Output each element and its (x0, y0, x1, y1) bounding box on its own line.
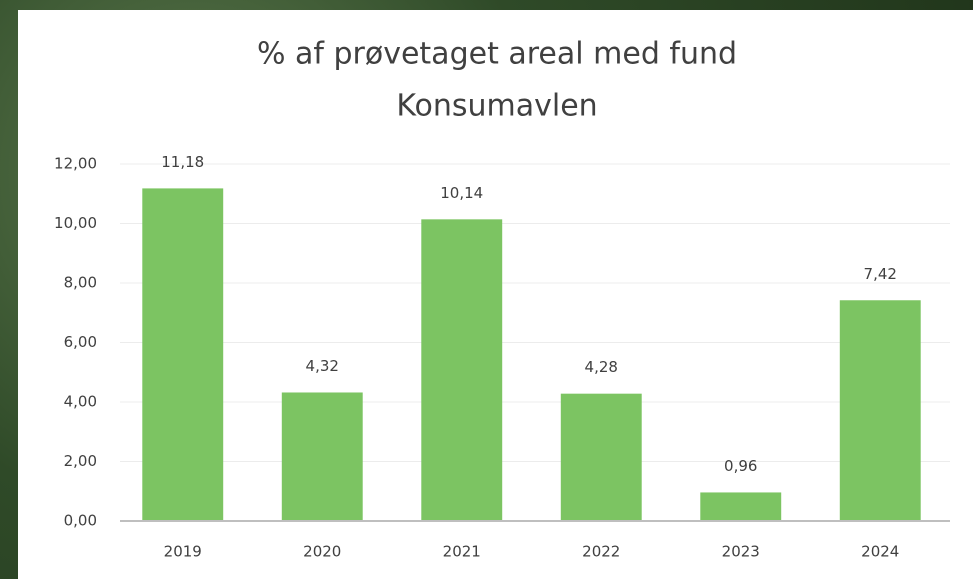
y-tick-label: 12,00 (54, 155, 97, 173)
data-label: 4,28 (585, 358, 618, 376)
bar (560, 393, 642, 521)
x-tick-label: 2020 (303, 543, 341, 561)
x-tick-label: 2024 (861, 543, 899, 561)
x-tick-label: 2019 (164, 543, 202, 561)
bar (142, 188, 224, 521)
chart-title: % af prøvetaget areal med fund (257, 37, 737, 72)
bar (700, 492, 782, 521)
data-label: 4,32 (306, 357, 339, 375)
bar (421, 219, 503, 521)
x-tick-label: 2021 (443, 543, 481, 561)
y-tick-label: 8,00 (64, 274, 97, 292)
y-tick-label: 6,00 (64, 333, 97, 351)
data-label: 10,14 (440, 184, 483, 202)
data-label: 11,18 (161, 153, 204, 171)
x-tick-label: 2022 (582, 543, 620, 561)
y-tick-label: 0,00 (64, 512, 97, 530)
data-label: 0,96 (724, 457, 757, 475)
chart-subtitle: Konsumavlen (396, 89, 597, 124)
x-tick-label: 2023 (722, 543, 760, 561)
bar (839, 300, 921, 521)
y-tick-label: 10,00 (54, 214, 97, 232)
bar (281, 392, 363, 521)
data-label: 7,42 (864, 265, 897, 283)
y-tick-label: 4,00 (64, 393, 97, 411)
y-tick-label: 2,00 (64, 452, 97, 470)
